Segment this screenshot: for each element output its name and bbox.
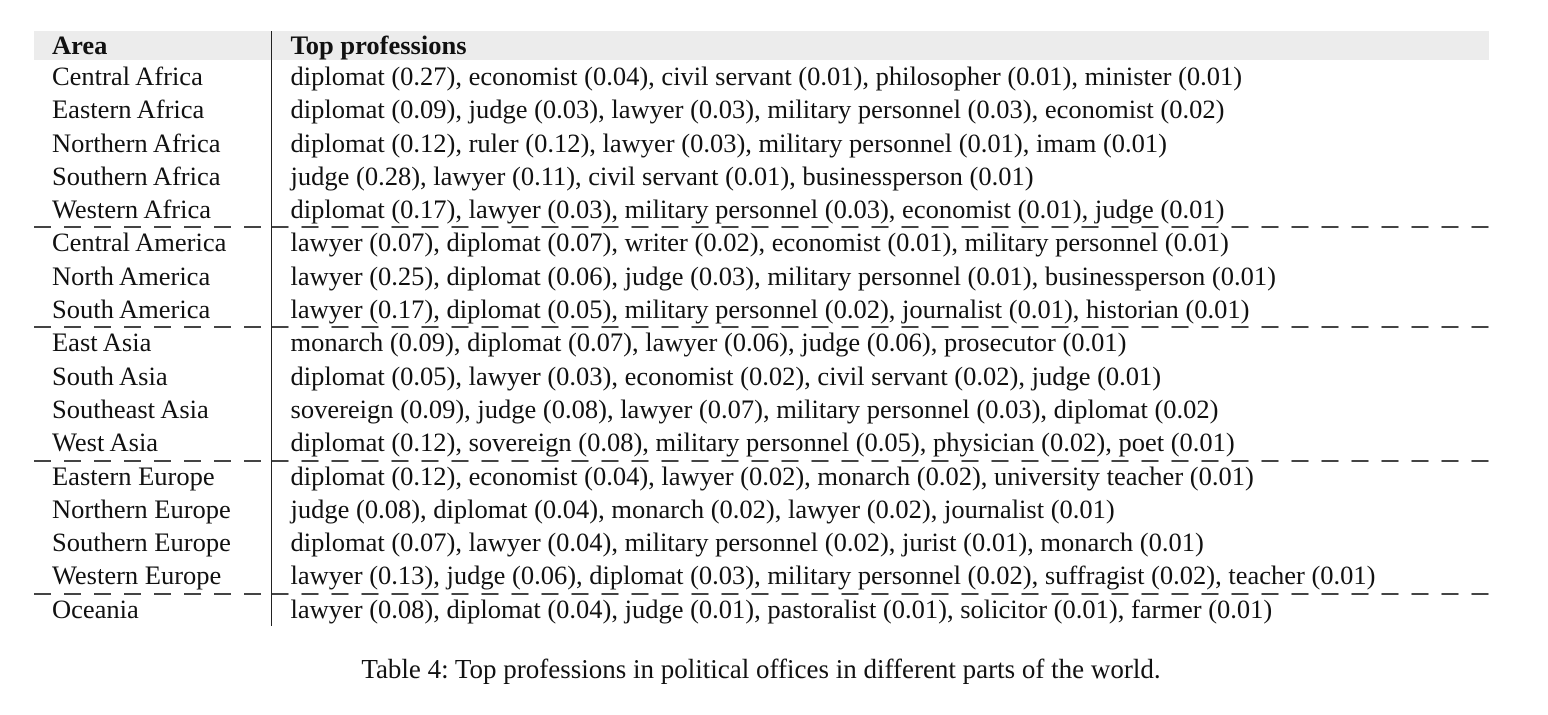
professions-cell: lawyer (0.07), diplomat (0.07), writer (… <box>271 226 1489 260</box>
area-cell: Oceania <box>34 592 272 627</box>
professions-cell: diplomat (0.05), lawyer (0.03), economis… <box>290 360 1162 391</box>
table-row: Eastern Europe diplomat (0.12), economist… <box>34 459 1489 493</box>
area-cell: East Asia <box>34 326 272 360</box>
professions-cell: diplomat (0.12), economist (0.04), lawye… <box>271 459 1489 493</box>
professions-cell: sovereign (0.09), judge (0.08), lawyer (… <box>290 393 1219 424</box>
table-header: Area Top professions <box>34 31 1489 60</box>
area-cell: North America <box>34 259 272 294</box>
professions-cell: lawyer (0.25), diplomat (0.06), judge (0… <box>290 260 1276 291</box>
professions-cell: diplomat (0.12), ruler (0.12), lawyer (0… <box>290 127 1167 158</box>
area-cell: West Asia <box>34 426 272 460</box>
professions-cell: diplomat (0.17), lawyer (0.03), military… <box>290 194 1225 225</box>
area-cell: South America <box>34 293 272 327</box>
table-row: West Asia diplomat (0.12), sovereign (0.0… <box>34 426 1489 460</box>
area-cell: Southern Europe <box>34 526 272 560</box>
area-cell: Central America <box>34 226 272 260</box>
table-row: Northern Europe judge (0.08), diplomat (0… <box>34 492 1489 527</box>
table-row: Eastern Africa diplomat (0.09), judge (0.… <box>34 93 1489 127</box>
area-cell: Central Africa <box>34 60 272 94</box>
area-cell: Western Europe <box>34 559 272 593</box>
header-area: Area <box>34 31 272 60</box>
table-row: Central Africa diplomat (0.27), economist… <box>34 60 1489 94</box>
area-cell: Northern Africa <box>34 126 272 160</box>
table-row: Western Europe lawyer (0.13), judge (0.06… <box>34 559 1489 593</box>
professions-table: Area Top professions Central Africa diplo… <box>34 31 1489 627</box>
table-row: Oceania lawyer (0.08), diplomat (0.04), j… <box>34 592 1489 627</box>
table-caption: Table 4: Top professions in political of… <box>361 654 1161 684</box>
professions-table-container: Area Top professions Central Africa diplo… <box>34 31 1489 627</box>
professions-cell: diplomat (0.09), judge (0.03), lawyer (0… <box>290 94 1225 125</box>
table-row: Southern Africa judge (0.28), lawyer (0.1… <box>34 159 1489 194</box>
area-cell: Eastern Africa <box>34 93 272 127</box>
area-cell: Northern Europe <box>34 492 272 527</box>
professions-cell: monarch (0.09), diplomat (0.07), lawyer … <box>271 326 1489 360</box>
professions-cell: lawyer (0.13), judge (0.06), diplomat (0… <box>290 560 1376 591</box>
table-row: Southern Europe diplomat (0.07), lawyer (… <box>34 526 1489 560</box>
professions-cell: diplomat (0.12), sovereign (0.08), milit… <box>290 427 1235 458</box>
table-row: East Asia monarch (0.09), diplomat (0.07)… <box>34 326 1489 360</box>
area-cell: Western Africa <box>34 193 272 227</box>
table-body: Central Africa diplomat (0.27), economist… <box>34 60 1489 627</box>
area-cell: Southern Africa <box>34 159 272 194</box>
table-row: Central America lawyer (0.07), diplomat (… <box>34 226 1489 260</box>
table-row: South America lawyer (0.17), diplomat (0.… <box>34 293 1489 327</box>
table-row: South Asia diplomat (0.05), lawyer (0.03)… <box>34 359 1489 393</box>
area-cell: Eastern Europe <box>34 459 272 493</box>
professions-cell: diplomat (0.27), economist (0.04), civil… <box>290 61 1243 91</box>
professions-cell: diplomat (0.07), lawyer (0.04), military… <box>290 527 1204 558</box>
table-row: Northern Africa diplomat (0.12), ruler (0… <box>34 126 1489 160</box>
professions-cell: judge (0.08), diplomat (0.04), monarch (… <box>290 493 1115 524</box>
professions-cell: lawyer (0.08), diplomat (0.04), judge (0… <box>271 592 1489 627</box>
header-row: Area Top professions <box>34 31 1489 60</box>
header-top-professions: Top professions <box>290 30 467 60</box>
area-cell: South Asia <box>34 359 272 393</box>
table-row: Southeast Asia sovereign (0.09), judge (0… <box>34 392 1489 427</box>
area-cell: Southeast Asia <box>34 392 272 427</box>
table-row: Western Africa diplomat (0.17), lawyer (0… <box>34 193 1489 227</box>
professions-cell: judge (0.28), lawyer (0.11), civil serva… <box>290 160 1034 191</box>
professions-cell: lawyer (0.17), diplomat (0.05), military… <box>290 294 1250 325</box>
table-row: North America lawyer (0.25), diplomat (0.… <box>34 259 1489 294</box>
